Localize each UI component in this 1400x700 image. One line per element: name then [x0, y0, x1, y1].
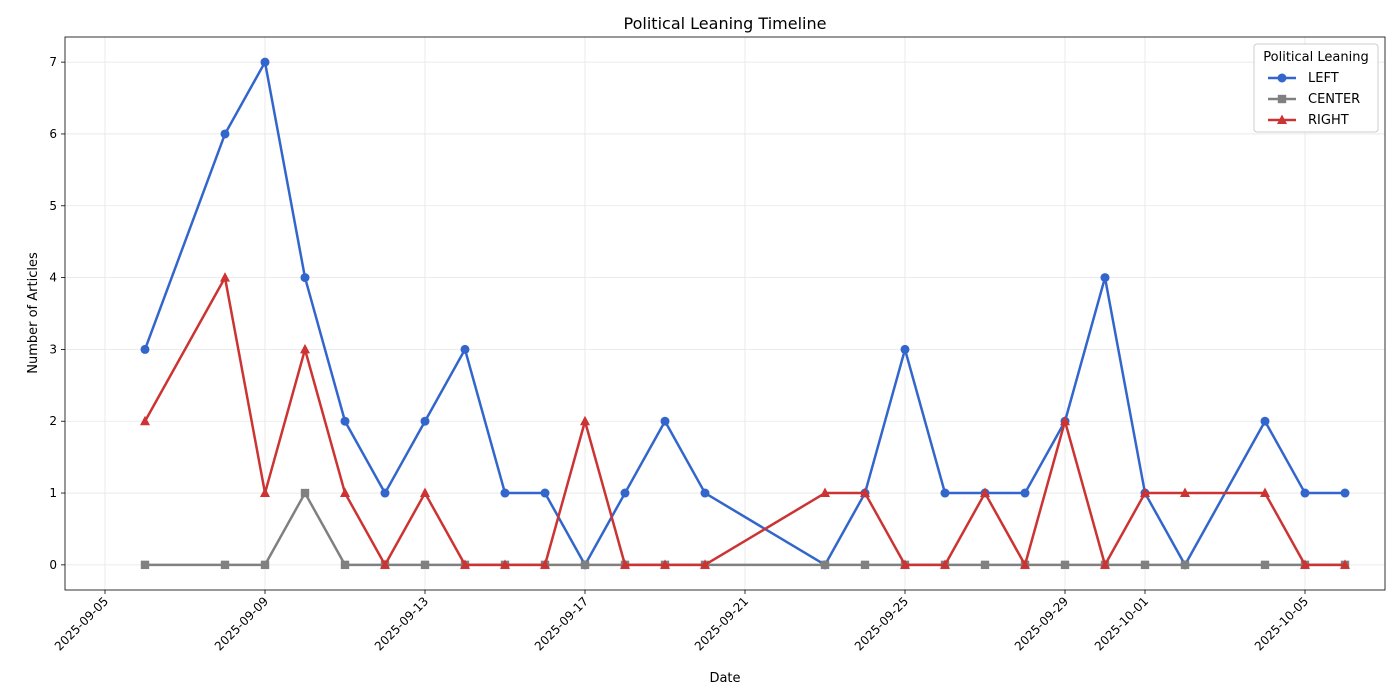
- data-point-right: [460, 559, 470, 569]
- data-point-right: [500, 559, 510, 569]
- data-point-right: [420, 487, 430, 498]
- data-point-right: [1180, 487, 1190, 498]
- data-point-left: [940, 488, 950, 498]
- y-tick-label: 2: [49, 414, 57, 428]
- x-tick-label: 2025-10-01: [1092, 594, 1151, 653]
- data-point-left: [1340, 488, 1350, 498]
- data-point-left: [420, 416, 430, 426]
- y-tick-label: 7: [49, 55, 57, 69]
- data-point-right: [220, 272, 230, 282]
- data-point-right: [700, 559, 710, 569]
- data-point-right: [1060, 415, 1070, 426]
- y-axis-label: Number of Articles: [26, 252, 41, 374]
- data-point-left: [1020, 488, 1030, 498]
- data-point-right: [340, 487, 350, 498]
- data-point-center: [220, 560, 230, 570]
- legend-title: Political Leaning: [1263, 50, 1368, 65]
- legend-label: LEFT: [1308, 71, 1339, 86]
- data-point-right: [1020, 559, 1030, 569]
- data-point-right: [940, 559, 950, 569]
- data-point-left: [900, 344, 910, 354]
- data-point-left: [620, 488, 630, 498]
- data-point-center: [260, 560, 270, 570]
- series-group: [140, 57, 1350, 570]
- data-point-right: [1260, 487, 1270, 498]
- data-point-left: [300, 273, 310, 283]
- data-point-right: [300, 343, 310, 354]
- data-point-left: [1260, 416, 1270, 426]
- data-point-left: [340, 416, 350, 426]
- data-point-right: [540, 559, 550, 569]
- data-point-left: [1100, 273, 1110, 283]
- y-tick-label: 1: [49, 486, 57, 500]
- data-point-center: [1180, 560, 1190, 570]
- data-point-left: [260, 57, 270, 67]
- x-tick-label: 2025-09-13: [372, 594, 431, 653]
- legend-label: CENTER: [1308, 92, 1360, 107]
- x-tick-label: 2025-09-29: [1012, 594, 1071, 653]
- x-tick-label: 2025-09-25: [852, 594, 911, 653]
- data-point-right: [580, 415, 590, 426]
- data-point-left: [460, 344, 470, 354]
- data-point-right: [1340, 559, 1350, 569]
- x-tick-label: 2025-09-17: [532, 594, 591, 653]
- data-point-left: [220, 129, 230, 139]
- data-point-right: [140, 415, 150, 426]
- data-point-center: [820, 560, 830, 570]
- data-point-center: [980, 560, 990, 570]
- legend-marker: [1277, 73, 1287, 83]
- data-point-left: [140, 344, 150, 354]
- data-point-left: [700, 488, 710, 498]
- x-axis-label: Date: [709, 671, 740, 686]
- series-right: [140, 272, 1350, 569]
- y-tick-label: 6: [49, 127, 57, 141]
- data-point-left: [660, 416, 670, 426]
- y-tick-label: 5: [49, 199, 57, 213]
- plot-frame: [64, 36, 1386, 591]
- data-point-right: [1100, 559, 1110, 569]
- data-point-right: [260, 487, 270, 498]
- data-point-center: [580, 560, 590, 570]
- legend-label: RIGHT: [1308, 113, 1349, 128]
- data-point-left: [500, 488, 510, 498]
- legend: Political Leaning LEFT CENTER RIGHT: [1253, 43, 1379, 133]
- legend-marker: [1277, 114, 1287, 124]
- data-point-center: [860, 560, 870, 570]
- x-tick-label: 2025-09-05: [52, 594, 111, 653]
- legend-marker: [1277, 94, 1287, 104]
- y-tick-label: 0: [49, 558, 57, 572]
- data-point-right: [1300, 559, 1310, 569]
- x-tick-label: 2025-10-05: [1252, 594, 1311, 653]
- data-point-center: [1260, 560, 1270, 570]
- data-point-right: [660, 559, 670, 569]
- data-point-right: [860, 487, 870, 498]
- data-point-center: [300, 488, 310, 498]
- data-point-right: [380, 559, 390, 569]
- data-point-center: [420, 560, 430, 570]
- grid: [65, 37, 1385, 590]
- y-tick-label: 3: [49, 342, 57, 356]
- data-point-left: [540, 488, 550, 498]
- data-point-center: [1140, 560, 1150, 570]
- data-point-center: [140, 560, 150, 570]
- legend-box: [1253, 43, 1379, 133]
- data-point-right: [900, 559, 910, 569]
- data-point-right: [980, 487, 990, 498]
- data-point-center: [340, 560, 350, 570]
- y-tick-label: 4: [49, 271, 57, 285]
- x-tick-label: 2025-09-21: [692, 594, 751, 653]
- data-point-right: [620, 559, 630, 569]
- chart-title: Political Leaning Timeline: [624, 14, 827, 33]
- data-point-right: [820, 487, 830, 498]
- data-point-center: [1060, 560, 1070, 570]
- data-point-left: [380, 488, 390, 498]
- x-tick-label: 2025-09-09: [212, 594, 271, 653]
- data-point-left: [1300, 488, 1310, 498]
- data-point-right: [1140, 487, 1150, 498]
